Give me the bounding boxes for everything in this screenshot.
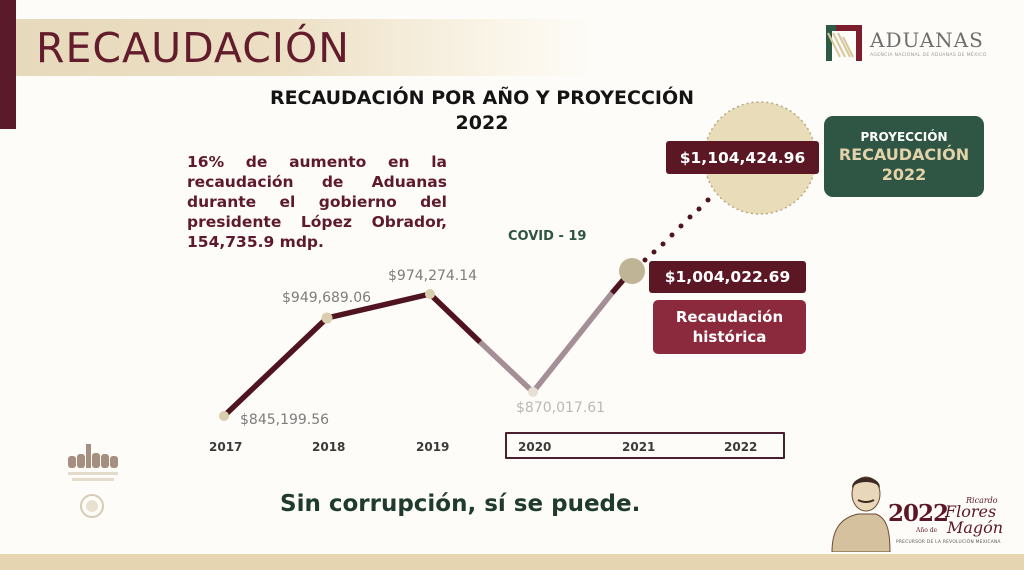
label-2017: $845,199.56 — [240, 412, 330, 428]
projection-badge: PROYECCIÓN RECAUDACIÓN 2022 — [824, 116, 984, 197]
badge-year: 2022 — [888, 500, 949, 527]
historic-line2: histórica — [692, 328, 767, 346]
badge-ano-de: Año de — [916, 527, 938, 534]
covid-label: COVID - 19 — [508, 229, 587, 244]
value-box-2022: $1,104,424.96 — [666, 141, 819, 174]
year-2018: 2018 — [312, 440, 346, 454]
year-2019: 2019 — [416, 440, 450, 454]
left-accent-bar — [0, 0, 16, 129]
badge-subtitle: PRECURSOR DE LA REVOLUCIÓN MEXICANA — [896, 540, 1001, 545]
projection-line2: RECAUDACIÓN — [838, 144, 970, 164]
chart-title-line2: 2022 — [455, 112, 509, 134]
year-2022: 2022 — [724, 440, 758, 454]
label-2019: $974,274.14 — [388, 268, 478, 284]
projection-dots — [642, 197, 711, 263]
point-2017 — [219, 411, 229, 421]
government-seal-icon — [68, 444, 118, 518]
line-segment-2017-2019 — [221, 291, 483, 419]
bottom-band — [0, 554, 1024, 570]
title-banner — [16, 19, 596, 76]
historic-badge: Recaudación histórica — [653, 300, 806, 354]
page-title: RECAUDACIÓN — [36, 24, 350, 72]
badge-flores: Flores — [945, 502, 997, 521]
chart-title: RECAUDACIÓN POR AÑO Y PROYECCIÓN 2022 — [232, 86, 732, 136]
label-2020: $870,017.61 — [516, 400, 606, 416]
historic-line1: Recaudación — [675, 308, 784, 326]
label-2018: $949,689.06 — [282, 290, 372, 306]
chart-title-line1: RECAUDACIÓN POR AÑO Y PROYECCIÓN — [269, 87, 695, 109]
point-2019 — [425, 289, 435, 299]
line-segment-covid — [478, 291, 615, 395]
projection-line1: PROYECCIÓN — [860, 129, 948, 144]
year-2020: 2020 — [518, 440, 552, 454]
year-2017: 2017 — [209, 440, 243, 454]
value-box-2021: $1,004,022.69 — [649, 261, 806, 293]
highlight-range-box — [505, 432, 785, 459]
badge-ricardo: Ricardo — [966, 496, 998, 505]
point-2018 — [321, 312, 333, 324]
point-2020 — [528, 387, 538, 397]
aduanas-brand: ADUANAS AGENCIA NACIONAL DE ADUANAS DE M… — [826, 23, 1016, 63]
aduanas-logo-icon — [826, 25, 862, 61]
badge-magon: Magón — [947, 518, 1004, 537]
point-2021 — [619, 258, 645, 284]
year-2021: 2021 — [622, 440, 656, 454]
projection-line3: 2022 — [881, 164, 927, 184]
brand-name: ADUANAS — [870, 27, 984, 52]
flores-magon-portrait-icon — [831, 476, 891, 552]
brand-subtitle: AGENCIA NACIONAL DE ADUANAS DE MÉXICO — [870, 52, 987, 58]
increase-note: 16% de aumento en la recaudación de Adua… — [187, 153, 447, 251]
slogan: Sin corrupción, sí se puede. — [280, 491, 641, 517]
